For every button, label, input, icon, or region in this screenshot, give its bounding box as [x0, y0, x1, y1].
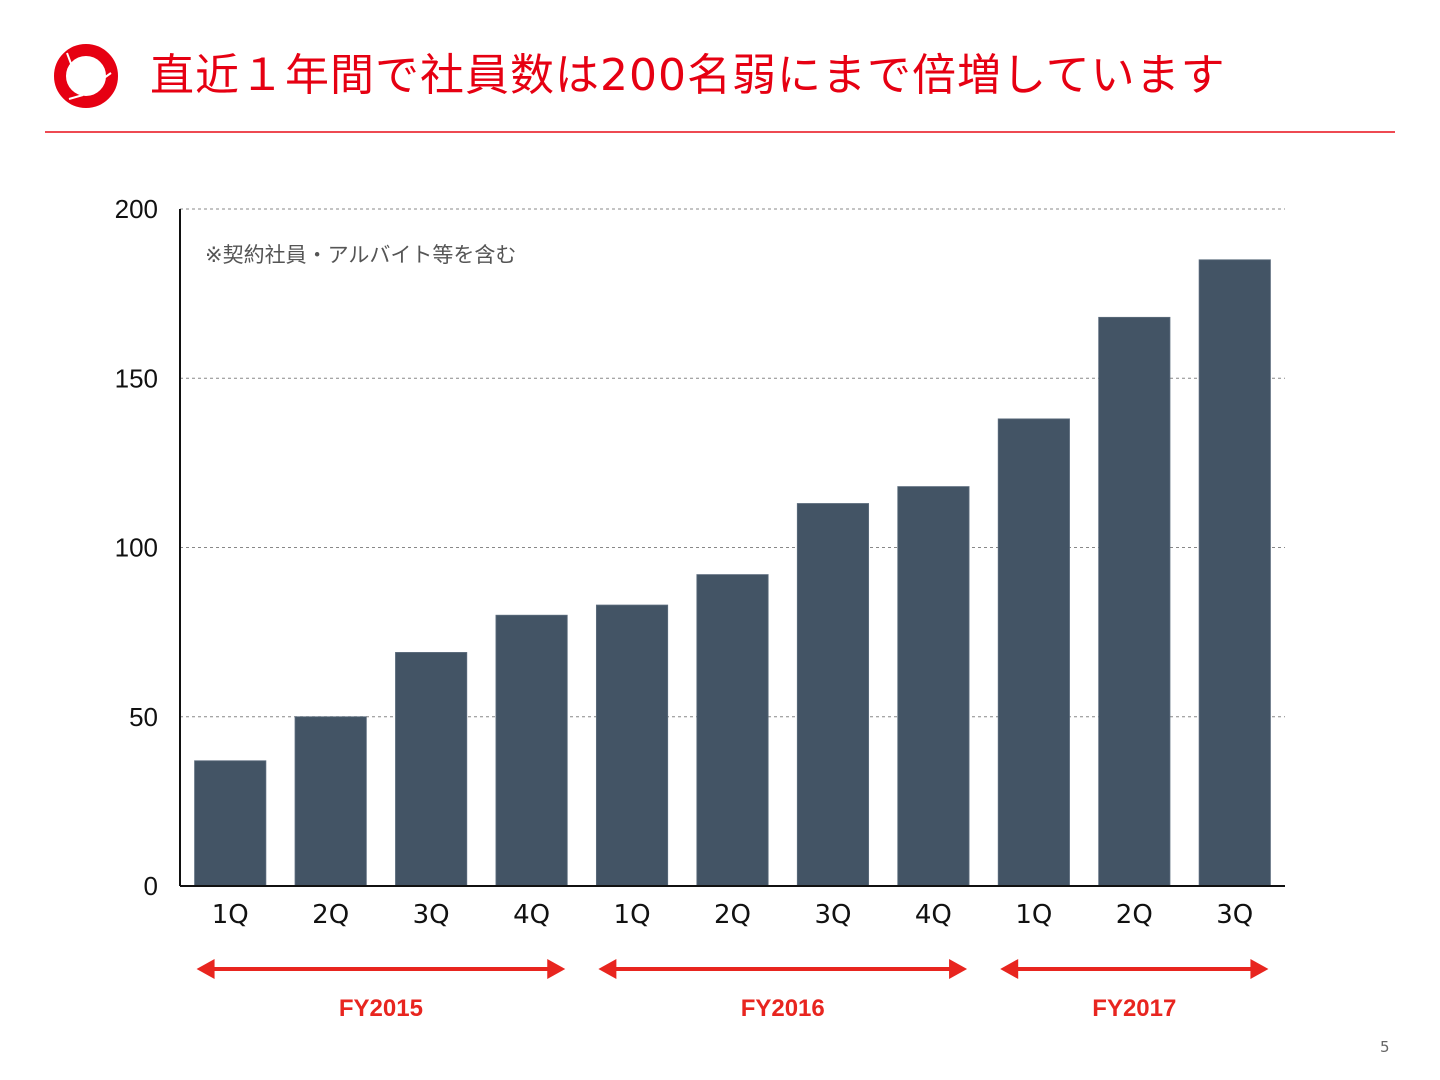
- x-tick-label: 1Q: [212, 900, 249, 930]
- x-tick-labels: 1Q 2Q 3Q 4Q 1Q 2Q 3Q 4Q 1Q 2Q 3Q: [212, 900, 1254, 930]
- x-tick-label: 1Q: [614, 900, 651, 930]
- y-tick-labels: 0 50 100 150 200: [115, 194, 158, 901]
- slide-title: 直近１年間で社員数は200名弱にまで倍増しています: [150, 50, 1226, 101]
- bar: [495, 614, 568, 887]
- arrow-right-icon: [1250, 959, 1269, 979]
- y-tick-label: 0: [144, 871, 158, 901]
- page-number: 5: [1380, 1038, 1390, 1056]
- arrow-left-icon: [1000, 959, 1019, 979]
- y-tick-label: 100: [115, 533, 158, 563]
- arrow-left-icon: [598, 959, 617, 979]
- bars: [194, 259, 1271, 887]
- x-tick-label: 3Q: [413, 900, 450, 930]
- y-tick-label: 50: [129, 702, 158, 732]
- y-tick-label: 150: [115, 363, 158, 393]
- bar: [997, 418, 1070, 887]
- fiscal-year-label: FY2017: [1092, 995, 1176, 1022]
- bar: [1098, 316, 1171, 887]
- arrow-right-icon: [949, 959, 968, 979]
- x-tick-label: 1Q: [1015, 900, 1052, 930]
- bar: [194, 760, 267, 887]
- x-tick-label: 4Q: [513, 900, 550, 930]
- bar: [796, 503, 870, 887]
- arrow-left-icon: [196, 959, 215, 979]
- x-tick-label: 2Q: [714, 900, 751, 930]
- x-tick-label: 2Q: [312, 900, 349, 930]
- fiscal-year-groups: FY2015 FY2016 FY2017: [196, 959, 1269, 1022]
- x-tick-label: 4Q: [915, 900, 952, 930]
- bar: [696, 574, 769, 887]
- title-divider: [45, 131, 1395, 133]
- y-tick-label: 200: [115, 194, 158, 224]
- fiscal-year-label: FY2016: [741, 995, 825, 1022]
- x-tick-label: 3Q: [1216, 900, 1253, 930]
- bar: [395, 652, 468, 887]
- axes: [179, 209, 1285, 887]
- x-tick-label: 3Q: [814, 900, 851, 930]
- fiscal-year-label: FY2015: [339, 995, 423, 1022]
- company-logo-icon: [54, 44, 118, 108]
- chart-note: ※契約社員・アルバイト等を含む: [205, 243, 516, 267]
- bar: [1198, 259, 1271, 887]
- bar: [595, 604, 669, 887]
- bar: [294, 716, 367, 887]
- bar: [897, 486, 970, 887]
- x-tick-label: 2Q: [1116, 900, 1153, 930]
- arrow-right-icon: [547, 959, 566, 979]
